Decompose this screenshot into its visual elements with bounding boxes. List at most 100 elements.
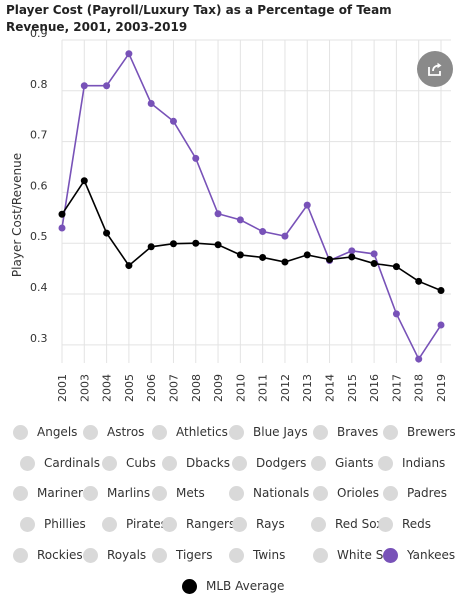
x-tick-label: 2013 [301,374,314,402]
legend-label: Mariners [37,486,90,500]
legend-item-cardinals[interactable]: Cardinals [20,453,100,473]
legend-item-reds[interactable]: Reds [378,514,431,534]
legend-item-marlins[interactable]: Marlins [83,483,150,503]
data-point-yankees[interactable] [437,321,445,329]
data-point-mlb-average[interactable] [281,258,289,266]
legend-item-braves[interactable]: Braves [313,422,378,442]
legend-label: Blue Jays [253,425,308,439]
legend-item-dbacks[interactable]: Dbacks [162,453,230,473]
line-chart: 0.3 0.4 0.5 0.6 0.7 0.8 0.9 2001 2003 2004 2005 200… [10,27,451,402]
data-point-mlb-average[interactable] [58,210,66,218]
legend-label: Brewers [407,425,456,439]
legend-item-indians[interactable]: Indians [378,453,445,473]
legend-swatch [229,485,244,501]
legend-item-white-sox[interactable]: White Sox [313,545,397,565]
data-point-yankees[interactable] [259,228,267,236]
legend-swatch [313,424,328,440]
legend-label: Mets [176,486,205,500]
legend-item-red-sox[interactable]: Red Sox [311,514,383,534]
share-button[interactable] [417,51,453,87]
data-point-mlb-average[interactable] [370,260,378,268]
legend-item-dodgers[interactable]: Dodgers [232,453,306,473]
data-point-mlb-average[interactable] [259,253,267,261]
legend-item-giants[interactable]: Giants [311,453,374,473]
legend-item-brewers[interactable]: Brewers [383,422,456,442]
data-point-mlb-average[interactable] [192,239,200,247]
data-point-yankees[interactable] [147,100,155,108]
y-tick-label: 0.3 [30,332,48,345]
data-point-mlb-average[interactable] [147,243,155,251]
x-tick-label: 2001 [56,374,69,402]
legend-swatch [83,547,98,563]
legend-item-twins[interactable]: Twins [229,545,285,565]
legend-swatch [378,516,393,532]
legend-item-angels[interactable]: Angels [13,422,77,442]
legend-label: Cubs [126,456,156,470]
data-point-mlb-average[interactable] [303,251,311,259]
data-point-yankees[interactable] [80,82,88,90]
legend-item-cubs[interactable]: Cubs [102,453,156,473]
legend-item-nationals[interactable]: Nationals [229,483,309,503]
legend-item-tigers[interactable]: Tigers [152,545,212,565]
legend-label: Orioles [337,486,380,500]
legend-item-pirates[interactable]: Pirates [102,514,167,534]
legend-label: Yankees [407,548,456,562]
legend-item-rangers[interactable]: Rangers [162,514,235,534]
legend-item-mlb-average[interactable]: MLB Average [182,576,284,596]
data-point-mlb-average[interactable] [236,251,244,259]
data-point-mlb-average[interactable] [326,255,334,263]
data-point-yankees[interactable] [392,310,400,318]
y-tick-label: 0.4 [30,281,48,294]
legend-item-yankees[interactable]: Yankees [383,545,455,565]
legend-swatch [83,485,98,501]
x-tick-label: 2019 [435,374,448,402]
legend-label: Athletics [176,425,228,439]
legend-item-athletics[interactable]: Athletics [152,422,228,442]
legend-label: Nationals [253,486,310,500]
data-point-yankees[interactable] [370,250,378,258]
legend-item-phillies[interactable]: Phillies [20,514,86,534]
x-tick-label: 2003 [78,374,91,402]
data-point-yankees[interactable] [214,210,222,218]
legend-item-orioles[interactable]: Orioles [313,483,379,503]
data-point-yankees[interactable] [58,224,66,232]
legend-swatch [311,455,326,471]
legend-label: Angels [37,425,78,439]
legend-swatch [13,485,28,501]
data-point-mlb-average[interactable] [392,263,400,271]
data-point-yankees[interactable] [415,355,423,363]
x-tick-label: 2006 [145,374,158,402]
data-point-mlb-average[interactable] [169,240,177,248]
series-line-mlb-average [61,179,442,292]
data-point-yankees[interactable] [192,154,200,162]
legend-item-mariners[interactable]: Mariners [13,483,89,503]
legend-item-astros[interactable]: Astros [83,422,144,442]
data-point-mlb-average[interactable] [415,277,423,285]
data-point-yankees[interactable] [169,117,177,125]
data-point-yankees[interactable] [125,50,133,58]
data-point-yankees[interactable] [348,247,356,255]
legend-label: Padres [407,486,447,500]
data-point-mlb-average[interactable] [80,177,88,185]
data-point-yankees[interactable] [303,201,311,209]
legend-item-blue-jays[interactable]: Blue Jays [229,422,308,442]
y-axis-label: Player Cost/Revenue [10,153,24,277]
data-point-mlb-average[interactable] [103,229,111,237]
data-point-mlb-average[interactable] [348,253,356,261]
x-tick-label: 2018 [413,374,426,402]
legend-item-mets[interactable]: Mets [152,483,205,503]
legend-item-rockies[interactable]: Rockies [13,545,83,565]
data-point-yankees[interactable] [103,82,111,90]
data-point-yankees[interactable] [236,216,244,224]
legend-item-royals[interactable]: Royals [83,545,146,565]
data-point-mlb-average[interactable] [214,241,222,249]
legend-item-padres[interactable]: Padres [383,483,447,503]
legend-row: Cardinals Cubs Dbacks Dodgers Giants Indians [0,453,461,473]
data-point-yankees[interactable] [281,232,289,240]
legend-item-rays[interactable]: Rays [232,514,285,534]
y-tick-label: 0.8 [30,78,48,91]
data-point-mlb-average[interactable] [437,286,445,294]
legend-swatch [229,547,244,563]
data-point-mlb-average[interactable] [125,262,133,270]
legend-swatch [311,516,326,532]
